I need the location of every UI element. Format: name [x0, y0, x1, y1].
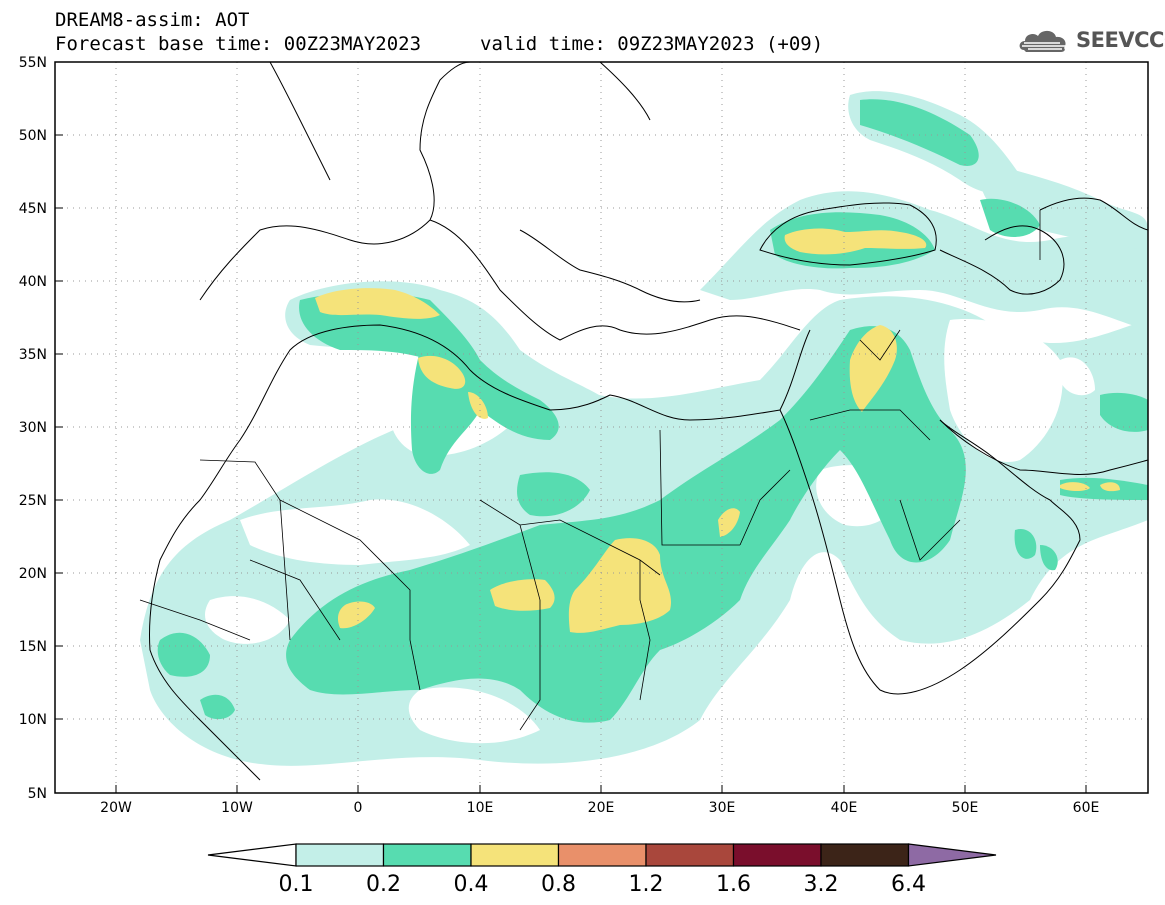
cloud-icon	[1019, 30, 1066, 52]
lon-label: 50E	[952, 800, 979, 816]
lat-label: 30N	[19, 420, 47, 436]
lat-label: 20N	[19, 566, 47, 582]
aot-field-0.2	[157, 99, 1148, 723]
lat-label: 45N	[19, 201, 47, 217]
seevccc-logo: SEEVCCC	[1016, 24, 1165, 56]
lat-label: 55N	[19, 55, 47, 71]
coastlines	[149, 62, 1148, 781]
lon-label: 10E	[467, 800, 494, 816]
valid-time: valid time: 09Z23MAY2023 (+09)	[480, 33, 824, 55]
borders	[139, 210, 1041, 731]
lon-label: 40E	[831, 800, 858, 816]
logo-text: SEEVCCC	[1076, 28, 1165, 52]
aot-field-0.4	[315, 228, 1120, 633]
lon-label: 0	[354, 800, 363, 816]
lat-label: 50N	[19, 128, 47, 144]
lon-label: 30E	[709, 800, 736, 816]
lat-label: 40N	[19, 274, 47, 290]
axis-ticks	[55, 134, 1087, 793]
graticule	[55, 62, 1148, 793]
lon-label: 20W	[100, 800, 132, 816]
lon-label: 60E	[1073, 800, 1100, 816]
lat-label: 5N	[28, 786, 47, 802]
lon-label: 10W	[221, 800, 253, 816]
lat-label: 25N	[19, 493, 47, 509]
forecast-base-time: Forecast base time: 00Z23MAY2023	[55, 33, 422, 55]
lat-label: 35N	[19, 347, 47, 363]
product-title: DREAM8-assim: AOT	[55, 9, 250, 31]
lat-label: 10N	[19, 712, 47, 728]
lon-label: 20E	[588, 800, 615, 816]
lat-label: 15N	[19, 639, 47, 655]
